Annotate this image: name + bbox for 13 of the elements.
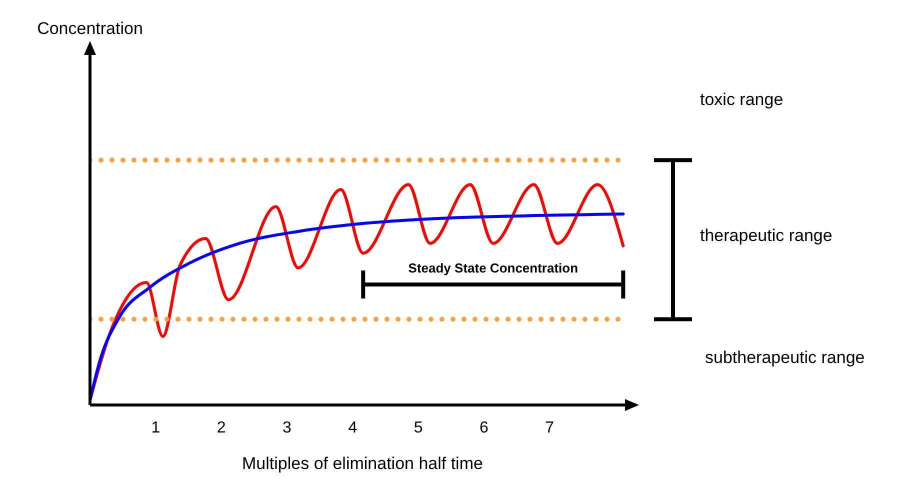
annotation: Steady State Concentration bbox=[408, 260, 578, 276]
text: toxic range bbox=[700, 90, 784, 109]
x-tick-label: 2 bbox=[216, 419, 226, 436]
x-tick-label: 5 bbox=[414, 419, 423, 436]
x-tick-label: 7 bbox=[545, 419, 554, 436]
text: subtherapeutic range bbox=[705, 348, 865, 367]
x-tick-label: 1 bbox=[151, 419, 160, 436]
text: therapeutic range bbox=[700, 226, 832, 245]
text: Concentration bbox=[37, 19, 143, 38]
x-tick-label: 6 bbox=[480, 419, 489, 436]
x-tick-label: 3 bbox=[282, 419, 292, 436]
x-axis-title: Multiples of elimination half time bbox=[242, 454, 483, 473]
x-tick-label: 4 bbox=[348, 419, 358, 436]
